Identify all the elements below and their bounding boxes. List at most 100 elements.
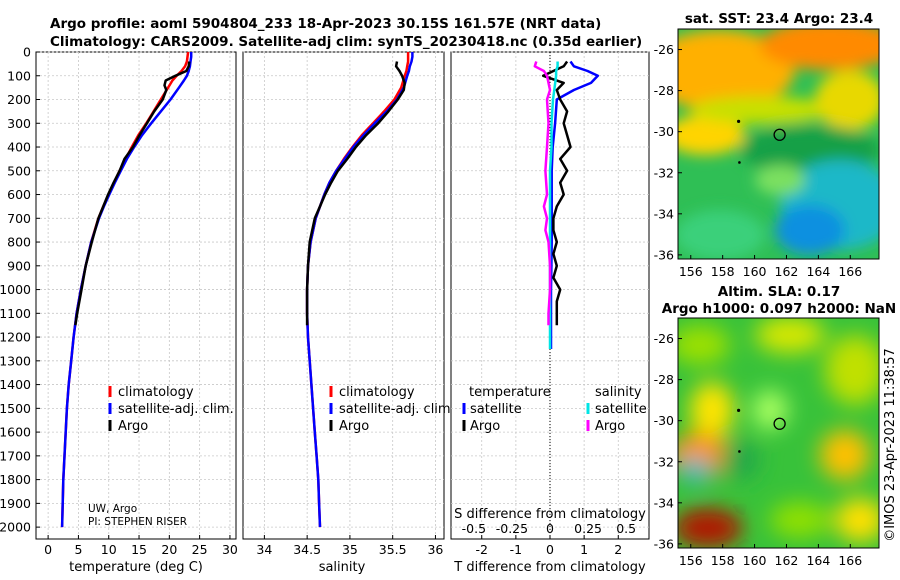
- sla-field: [678, 318, 879, 548]
- legend-title-temperature: temperature: [469, 385, 551, 400]
- depth-tick-label: 800: [7, 235, 31, 250]
- lon-tick-label: 162: [775, 553, 799, 568]
- lon-tick-label: 156: [679, 264, 703, 279]
- series-salinity-argo: [533, 61, 552, 326]
- difference-series: [533, 60, 600, 349]
- t-difference-xlabel: T difference from climatology: [453, 560, 646, 575]
- salinity-panel: 34 34.5 35 35.5 36 salinity climatology sate…: [242, 51, 455, 575]
- lon-tick-label: 156: [679, 553, 703, 568]
- x-tick-label: 36: [427, 542, 443, 557]
- lat-tick-label: -34: [654, 206, 674, 221]
- top-tick-label: 0.25: [574, 521, 602, 536]
- lat-tick-label: -26: [654, 331, 674, 346]
- x-tick-label: -2: [475, 542, 487, 557]
- sla-lat-tick-labels: -26 -28 -30 -32 -34 -36: [654, 331, 682, 551]
- lat-tick-label: -32: [654, 454, 674, 469]
- sla-map-title-2: Argo h1000: 0.097 h2000: NaN: [662, 301, 896, 317]
- x-tick-label: 25: [192, 542, 208, 557]
- depth-tick-label: 2000: [0, 520, 31, 535]
- reef-dot: [737, 408, 741, 413]
- x-tick-label: 30: [222, 542, 238, 557]
- top-tick-label: 0: [546, 521, 554, 536]
- x-tick-label: 10: [101, 542, 117, 557]
- depth-tick-label: 1800: [0, 472, 31, 487]
- x-tick-label: 15: [131, 542, 147, 557]
- header-line-1: Argo profile: aoml 5904804_233 18-Apr-20…: [50, 16, 601, 32]
- salinity-xlabel: salinity: [319, 560, 366, 575]
- depth-tick-label: 1600: [0, 425, 31, 440]
- sla-map: Altim. SLA: 0.17 Argo h1000: 0.097 h2000…: [654, 284, 897, 568]
- top-tick-label: -0.5: [462, 521, 486, 536]
- salinity-legend: climatology satellite-adj. clim. Argo: [329, 385, 455, 434]
- legend-label-argo: Argo: [339, 419, 369, 434]
- depth-tick-label: 700: [7, 211, 31, 226]
- temperature-axes-box: [35, 51, 237, 540]
- depth-tick-label: 0: [23, 45, 31, 60]
- x-tick-label: 20: [161, 542, 177, 557]
- lat-tick-label: -36: [654, 247, 674, 262]
- lat-tick-label: -30: [654, 413, 674, 428]
- temperature-legend: climatology satellite-adj. clim. Argo: [108, 385, 234, 434]
- legend-label-temp-argo: Argo: [470, 419, 500, 434]
- x-tick-label: 1: [580, 542, 588, 557]
- reef-dot: [738, 161, 741, 164]
- legend-label-satellite: satellite-adj. clim.: [118, 402, 234, 417]
- difference-panel: -2 -1 0 1 2 -0.5 -0.25 0 0.25 0.5 S difference f…: [450, 51, 650, 575]
- lon-tick-label: 160: [743, 553, 767, 568]
- depth-tick-label: 500: [7, 163, 31, 178]
- sst-field: [678, 29, 879, 259]
- argo-float-marker: [773, 417, 786, 430]
- depth-tick-label: 1100: [0, 306, 31, 321]
- depth-tick-label: 1500: [0, 401, 31, 416]
- temperature-grid: [36, 51, 236, 539]
- sst-lat-tick-labels: -26 -28 -30 -32 -34 -36: [654, 42, 682, 262]
- x-tick-label: 35.5: [379, 542, 407, 557]
- top-tick-label: 0.5: [616, 521, 636, 536]
- argo-float-marker: [773, 128, 786, 141]
- series-temperature-argo: [541, 60, 572, 326]
- imos-watermark: ©IMOS 23-Apr-2023 11:38:57: [883, 348, 898, 542]
- x-tick-label: -1: [510, 542, 522, 557]
- depth-tick-label: 1400: [0, 377, 31, 392]
- depth-tick-label: 200: [7, 92, 31, 107]
- top-tick-label: -0.25: [496, 521, 528, 536]
- x-tick-label: 0: [546, 542, 554, 557]
- lon-tick-label: 158: [711, 264, 735, 279]
- legend-label-temp-satellite: satellite: [470, 402, 522, 417]
- lat-tick-label: -28: [654, 372, 674, 387]
- depth-tick-label: 1700: [0, 448, 31, 463]
- temperature-panel: 0100200300400500600700800900100011001200…: [0, 45, 238, 576]
- depth-tick-label: 400: [7, 140, 31, 155]
- sst-map-frame: [677, 28, 880, 260]
- sla-map-title-1: Altim. SLA: 0.17: [718, 284, 840, 300]
- depth-tick-label: 1900: [0, 496, 31, 511]
- lat-tick-label: -36: [654, 536, 674, 551]
- depth-tick-label: 300: [7, 116, 31, 131]
- temperature-xlabel: temperature (deg C): [69, 560, 203, 575]
- x-tick-label: 34.5: [293, 542, 321, 557]
- salinity-series: [305, 52, 414, 528]
- temperature-x-tick-labels: 0 5 10 15 20 25 30: [44, 535, 238, 557]
- x-tick-label: 5: [74, 542, 82, 557]
- legend-label-sal-satellite: satellite: [595, 402, 647, 417]
- difference-legend: temperature salinity satellite Argo sate…: [462, 385, 647, 434]
- lat-tick-label: -32: [654, 165, 674, 180]
- legend-label-climatology: climatology: [339, 385, 415, 400]
- salinity-x-tick-labels: 34 34.5 35 35.5 36: [256, 535, 443, 557]
- lon-tick-label: 164: [806, 264, 830, 279]
- depth-tick-labels: 0 100 200 300 400 500 600 700 800 900 1000 1100 1200…: [0, 45, 40, 535]
- lat-tick-label: -30: [654, 124, 674, 139]
- sst-map-title: sat. SST: 23.4 Argo: 23.4: [685, 11, 873, 27]
- x-tick-label: 2: [614, 542, 622, 557]
- salinity-axes-box: [242, 51, 445, 540]
- x-tick-label: 34: [256, 542, 272, 557]
- depth-tick-label: 600: [7, 187, 31, 202]
- legend-label-satellite: satellite-adj. clim.: [339, 402, 455, 417]
- depth-tick-label: 1300: [0, 353, 31, 368]
- depth-tick-label: 100: [7, 68, 31, 83]
- sst-map: sat. SST: 23.4 Argo: 23.4 -26 -28 -30 -32 -3…: [654, 11, 880, 279]
- t-difference-x-tick-labels: -2 -1 0 1 2: [475, 535, 622, 557]
- x-tick-label: 0: [44, 542, 52, 557]
- salinity-grid: [243, 51, 444, 539]
